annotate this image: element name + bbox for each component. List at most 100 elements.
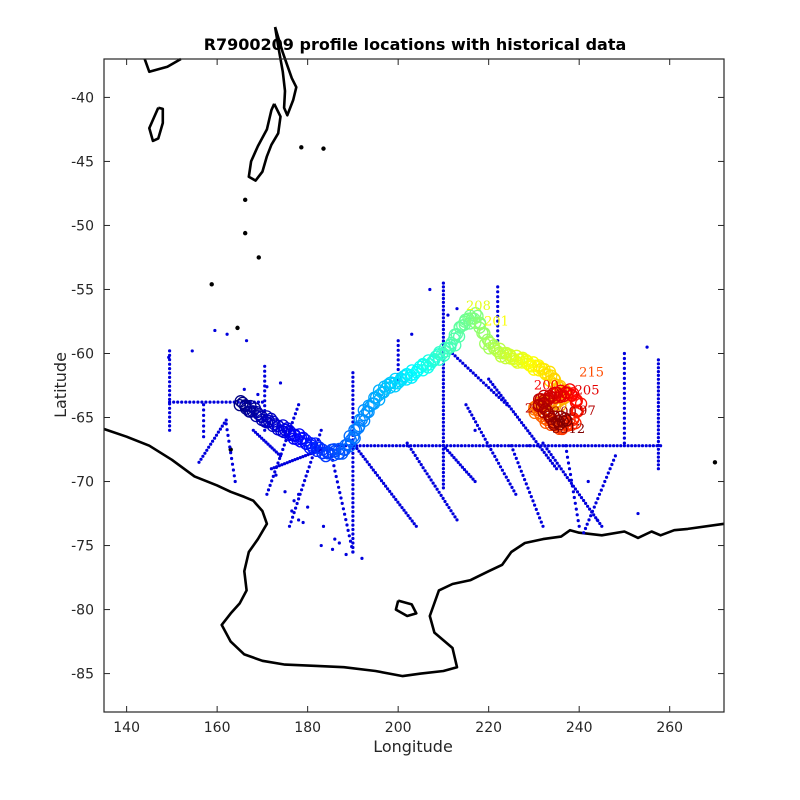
historical-point <box>484 383 488 387</box>
historical-point <box>268 483 272 487</box>
historical-point <box>561 444 565 448</box>
historical-point <box>511 410 515 414</box>
historical-point <box>176 400 180 404</box>
historical-point <box>481 434 485 438</box>
historical-point <box>270 446 274 450</box>
historical-point <box>396 348 400 352</box>
historical-point <box>451 512 455 516</box>
historical-point <box>565 449 569 453</box>
historical-point <box>574 507 578 511</box>
historical-point <box>598 521 602 526</box>
historical-point <box>339 496 343 500</box>
historical-point <box>301 455 305 459</box>
historical-point <box>499 393 503 397</box>
historical-point <box>340 501 344 505</box>
historical-point <box>476 376 480 380</box>
historical-point <box>656 432 661 436</box>
historical-point <box>585 522 589 526</box>
historical-point <box>656 393 661 397</box>
coastline <box>103 427 725 678</box>
historical-point <box>656 389 661 393</box>
historical-point <box>359 452 363 456</box>
y-tick-label: -45 <box>71 154 94 170</box>
historical-point <box>265 385 269 389</box>
historical-point <box>233 479 237 484</box>
historical-point <box>441 420 445 424</box>
historical-point <box>330 547 335 551</box>
historical-point <box>503 444 507 448</box>
historical-point <box>496 309 500 313</box>
historical-point <box>271 474 275 478</box>
historical-point <box>455 307 459 311</box>
profile-marker <box>450 328 463 341</box>
historical-point <box>365 444 369 448</box>
historical-point <box>377 476 382 480</box>
historical-point <box>644 444 648 448</box>
island <box>242 230 248 236</box>
historical-point <box>260 400 264 404</box>
historical-point <box>603 479 607 484</box>
profile-marker <box>545 369 558 382</box>
historical-point <box>471 371 475 375</box>
historical-point <box>572 444 576 448</box>
historical-point <box>592 505 596 509</box>
historical-point <box>419 463 423 467</box>
historical-point <box>380 444 384 448</box>
y-tick-label: -75 <box>71 539 94 555</box>
historical-point <box>168 411 172 415</box>
historical-point <box>633 444 637 448</box>
historical-point <box>495 458 499 462</box>
historical-point <box>467 444 471 448</box>
historical-point <box>441 308 445 312</box>
historical-point <box>472 416 476 421</box>
historical-point <box>573 487 578 491</box>
historical-point <box>515 415 520 419</box>
historical-point <box>226 433 230 437</box>
historical-point <box>274 450 278 454</box>
historical-point <box>276 461 280 465</box>
historical-point <box>443 499 447 504</box>
historical-point <box>441 436 445 440</box>
historical-point <box>262 438 266 442</box>
historical-point <box>462 468 467 472</box>
coastline-layer <box>103 26 725 678</box>
historical-point <box>296 492 301 496</box>
historical-point <box>600 524 604 528</box>
historical-point <box>656 463 661 467</box>
historical-point <box>441 393 445 397</box>
historical-point <box>225 428 229 432</box>
historical-point <box>276 452 280 456</box>
historical-point <box>553 458 557 462</box>
historical-point <box>500 468 504 472</box>
historical-point <box>640 444 645 448</box>
historical-point <box>295 501 299 506</box>
historical-point <box>269 467 273 471</box>
historical-point <box>546 444 551 448</box>
historical-point <box>310 456 314 460</box>
historical-point <box>348 539 353 543</box>
historical-point <box>656 397 661 401</box>
historical-point <box>351 406 355 411</box>
historical-point <box>514 456 518 460</box>
historical-point <box>263 379 267 383</box>
historical-point <box>550 461 555 465</box>
historical-point <box>295 407 299 411</box>
historical-point <box>207 445 211 449</box>
historical-point <box>561 470 565 474</box>
profile-marker <box>544 412 558 425</box>
historical-point <box>441 409 445 413</box>
chart-title: R7900209 profile locations with historic… <box>204 35 627 54</box>
historical-point <box>351 393 355 397</box>
historical-point <box>443 446 448 450</box>
x-axis-label: Longitude <box>373 737 453 756</box>
profile-marker <box>347 430 360 444</box>
historical-point <box>291 515 295 519</box>
historical-point <box>441 378 445 382</box>
historical-point <box>350 545 354 549</box>
historical-point <box>351 550 355 554</box>
island <box>256 255 261 260</box>
historical-point <box>351 451 355 455</box>
profile-number-label: 2 <box>525 401 533 416</box>
historical-point <box>575 444 580 448</box>
